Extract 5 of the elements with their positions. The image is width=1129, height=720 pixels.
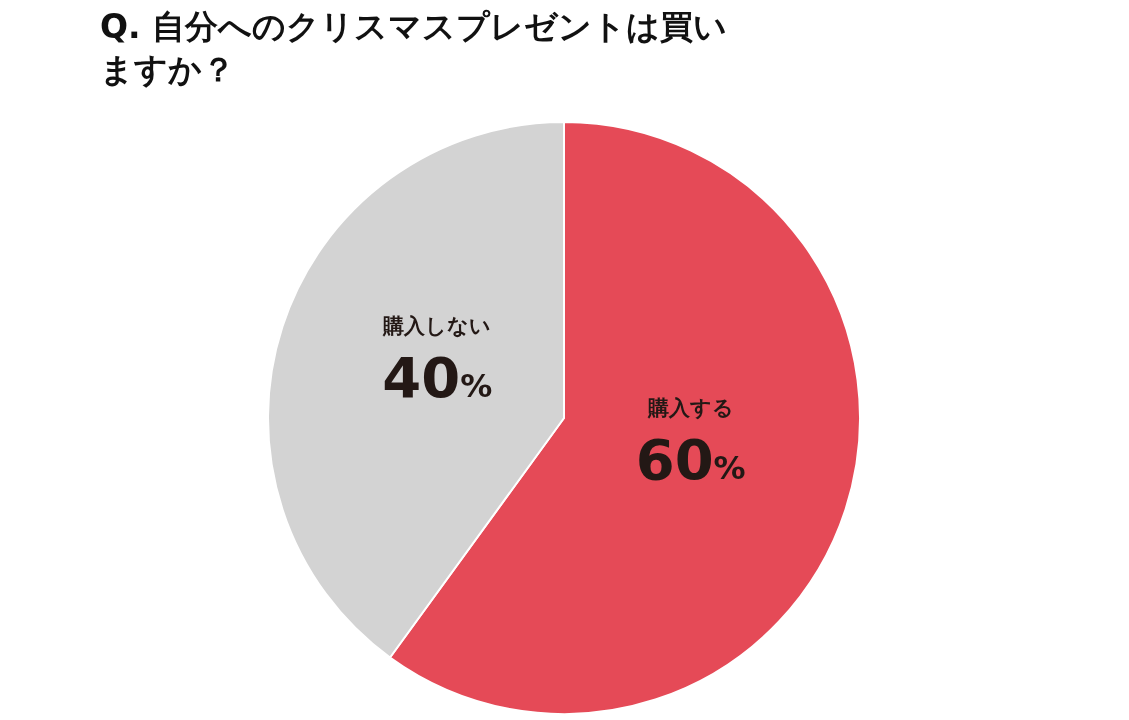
slice-label: 購入する [646, 396, 734, 421]
chart-title: Q. 自分へのクリスマスプレゼントは買いますか？ [100, 6, 729, 91]
data-label: 60% [635, 427, 746, 493]
slice-label: 購入しない [382, 313, 492, 338]
data-label: 40% [382, 344, 493, 410]
